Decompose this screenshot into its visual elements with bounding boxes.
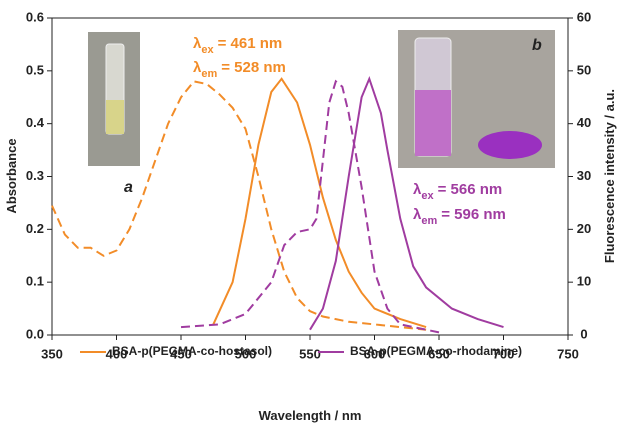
x-tick-label: 700 (493, 346, 515, 361)
annotation: λex = 461 nm (193, 35, 282, 56)
y2-tick-label: 30 (577, 168, 591, 183)
x-axis-label: Wavelength / nm (259, 408, 362, 423)
x-tick-label: 450 (170, 346, 192, 361)
series-line (51, 80, 427, 331)
x-tick-label: 550 (299, 346, 321, 361)
annotation-symbol: λ (413, 206, 422, 223)
photo-b (398, 30, 555, 168)
annotation-symbol: λ (193, 35, 202, 52)
y-axis-label: Absorbance (4, 138, 19, 213)
annotation-text: = 566 nm (438, 181, 503, 198)
photo-a (88, 32, 140, 166)
photo-label: a (124, 179, 133, 196)
photo-label: b (532, 37, 542, 54)
annotation-symbol: λ (413, 181, 422, 198)
y2-tick-label: 0 (580, 326, 587, 341)
y-tick-label: 0.3 (26, 168, 44, 183)
annotation-symbol: λ (193, 59, 202, 76)
y2-axis-label: Fluorescence intensity / a.u. (602, 89, 617, 263)
x-tick-label: 600 (364, 346, 386, 361)
y2-tick-label: 10 (577, 274, 591, 289)
x-tick-label: 400 (106, 346, 128, 361)
series-line (212, 77, 427, 329)
annotation-text: = 528 nm (221, 59, 286, 76)
y-tick-label: 0.4 (26, 115, 45, 130)
annotation-subscript: ex (421, 190, 434, 202)
legend-label: BSA-p(PEGMA-co-hostasol) (112, 344, 272, 358)
annotation-subscript: ex (201, 44, 214, 56)
y2-tick-label: 40 (577, 115, 591, 130)
series-line (309, 75, 504, 331)
y-tick-label: 0.6 (26, 9, 44, 24)
y2-tick-label: 60 (577, 9, 591, 24)
series-line (180, 79, 440, 334)
y2-tick-label: 20 (577, 221, 591, 236)
y-tick-label: 0.2 (26, 221, 44, 236)
x-tick-label: 500 (235, 346, 257, 361)
x-tick-label: 750 (557, 346, 579, 361)
y-tick-label: 0.1 (26, 274, 44, 289)
y2-tick-label: 50 (577, 62, 591, 77)
annotation-subscript: em (421, 215, 437, 227)
annotation-text: = 461 nm (218, 35, 283, 52)
x-tick-label: 650 (428, 346, 450, 361)
annotation: λem = 528 nm (193, 59, 286, 80)
y-tick-label: 0.0 (26, 326, 44, 341)
annotation: λex = 566 nm (413, 181, 502, 202)
legend-label: BSA-p(PEGMA-co-rhodamine) (350, 344, 522, 358)
annotation-subscript: em (201, 68, 217, 80)
x-tick-label: 350 (41, 346, 63, 361)
y-tick-label: 0.5 (26, 62, 44, 77)
annotation: λem = 596 nm (413, 206, 506, 227)
annotation-text: = 596 nm (441, 206, 506, 223)
